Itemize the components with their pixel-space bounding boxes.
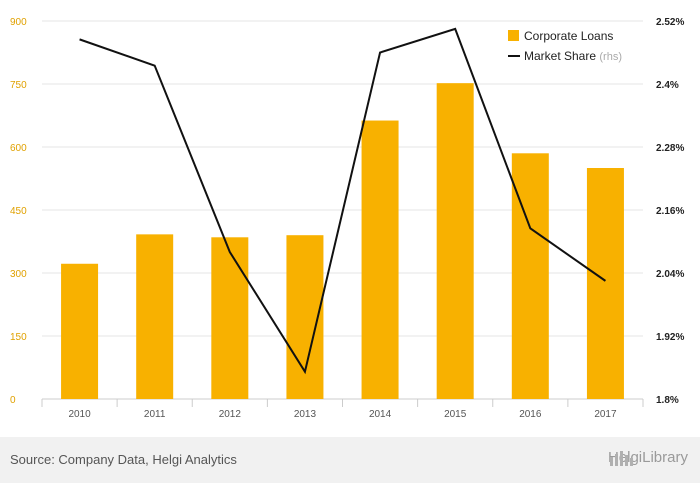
category-label: 2011 bbox=[144, 409, 166, 420]
bar-2014 bbox=[361, 120, 399, 399]
left-tick-label: 450 bbox=[10, 206, 27, 217]
bar-2010 bbox=[61, 263, 99, 399]
right-tick-label: 2.4% bbox=[656, 80, 679, 91]
left-tick-label: 300 bbox=[10, 269, 27, 280]
bar-2011 bbox=[136, 234, 174, 399]
bar-2017 bbox=[586, 168, 624, 399]
category-label: 2014 bbox=[369, 409, 392, 420]
category-label: 2016 bbox=[519, 409, 542, 420]
bar-2016 bbox=[511, 153, 549, 399]
legend-label-market-share: Market Share (rhs) bbox=[524, 49, 622, 63]
category-label: 2013 bbox=[294, 409, 317, 420]
category-label: 2012 bbox=[219, 409, 242, 420]
footer: Source: Company Data, Helgi Analytics He… bbox=[0, 437, 700, 483]
right-tick-label: 2.16% bbox=[656, 206, 684, 217]
left-tick-label: 150 bbox=[10, 332, 27, 343]
chart-canvas: 0 150 300 450 600 750 900 1.8% 1.92% 2.04% 2.16% 2.… bbox=[10, 17, 684, 420]
brand[interactable]: HelgiLibrary bbox=[608, 449, 688, 466]
right-tick-label: 2.28% bbox=[656, 143, 684, 154]
market-share-line bbox=[79, 27, 607, 375]
helgi-logo-icon bbox=[609, 451, 633, 466]
left-tick-label: 750 bbox=[10, 80, 27, 91]
right-tick-label: 2.52% bbox=[656, 17, 684, 28]
left-tick-label: 900 bbox=[10, 17, 27, 28]
right-tick-label: 1.92% bbox=[656, 332, 684, 343]
bar-2012 bbox=[211, 237, 249, 399]
legend-swatch-corporate-loans bbox=[508, 30, 519, 41]
right-tick-label: 1.8% bbox=[656, 395, 679, 406]
category-label: 2015 bbox=[444, 409, 467, 420]
source-note: Source: Company Data, Helgi Analytics bbox=[10, 452, 237, 467]
left-tick-label: 0 bbox=[10, 395, 16, 406]
category-label: 2017 bbox=[594, 409, 617, 420]
left-tick-label: 600 bbox=[10, 143, 27, 154]
category-label: 2010 bbox=[68, 409, 91, 420]
brand-name: HelgiLibrary bbox=[607, 449, 688, 466]
right-tick-label: 2.04% bbox=[656, 269, 684, 280]
legend-label-corporate-loans: Corporate Loans bbox=[524, 29, 613, 43]
bar-2015 bbox=[436, 83, 474, 399]
